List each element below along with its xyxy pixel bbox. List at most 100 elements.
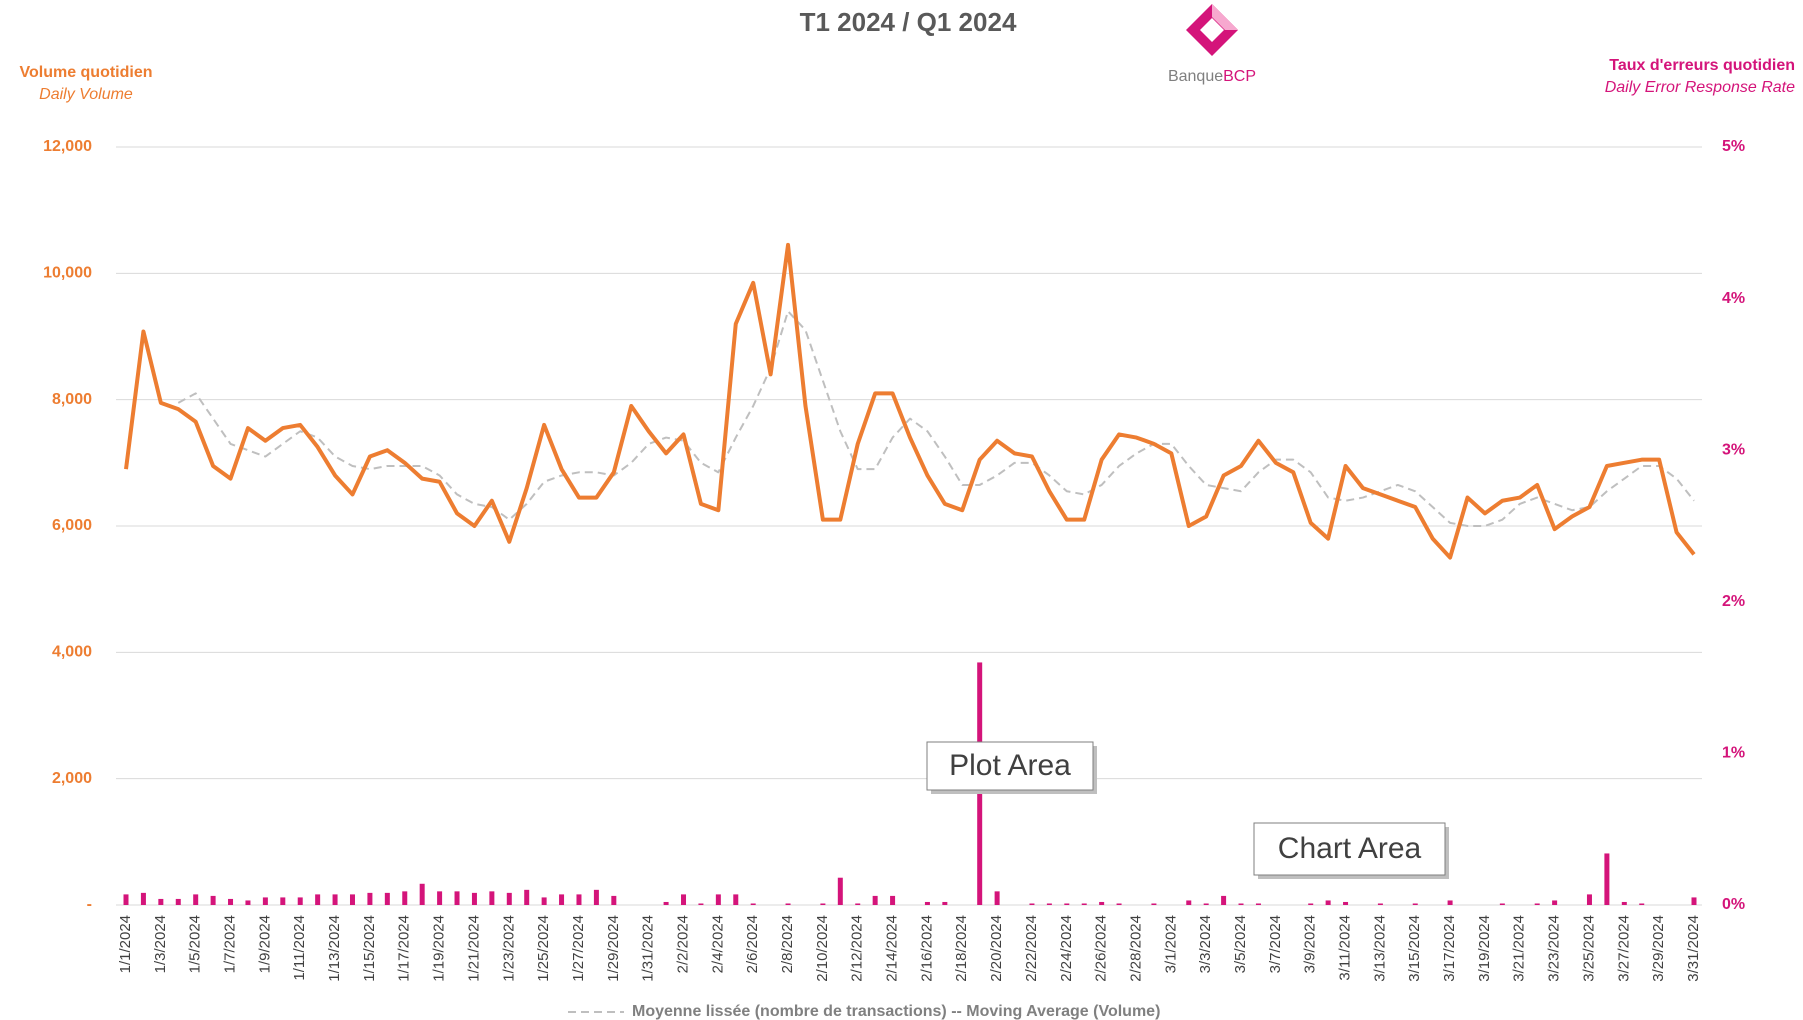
- error-bar: [1586, 894, 1592, 905]
- error-bar: [994, 891, 1000, 905]
- error-bar: [1325, 900, 1331, 905]
- x-tick-label: 3/13/2024: [1371, 915, 1388, 982]
- x-tick-label: 3/21/2024: [1511, 915, 1528, 982]
- legend-label: Moyenne lissée (nombre de transactions) …: [632, 1003, 1160, 1020]
- x-tick-label: 1/29/2024: [605, 915, 622, 982]
- logo-mark: [1212, 4, 1238, 30]
- error-bar: [1029, 903, 1035, 905]
- error-bar: [559, 894, 565, 905]
- y2-axis-subtitle: Daily Error Response Rate: [1605, 79, 1795, 96]
- x-tick-label: 2/20/2024: [988, 915, 1005, 982]
- y-tick-label: 2,000: [52, 770, 92, 787]
- error-bar: [750, 903, 756, 905]
- x-tick-label: 2/2/2024: [674, 915, 691, 973]
- x-tick-label: 3/15/2024: [1406, 915, 1423, 982]
- error-bar: [681, 894, 687, 905]
- error-bar: [733, 894, 739, 905]
- y-tick-label: 10,000: [43, 265, 92, 282]
- error-bar: [419, 883, 425, 905]
- error-bar: [942, 901, 948, 905]
- x-tick-label: 2/24/2024: [1058, 915, 1075, 982]
- annotation-box: [926, 741, 1094, 791]
- y-tick-label: 6,000: [52, 517, 92, 534]
- x-tick-label: 1/31/2024: [640, 915, 657, 982]
- y2-tick-label: 1%: [1722, 745, 1745, 762]
- x-tick-label: 2/14/2024: [884, 915, 901, 982]
- x-tick-label: 3/3/2024: [1197, 915, 1214, 973]
- volume-line: [124, 242, 1696, 560]
- x-tick-label: 2/18/2024: [953, 915, 970, 982]
- x-tick-label: 3/9/2024: [1302, 915, 1319, 973]
- x-tick-label: 2/28/2024: [1127, 915, 1144, 982]
- error-bar: [593, 889, 599, 905]
- error-bar: [437, 891, 443, 905]
- x-tick-label: 2/10/2024: [814, 915, 831, 982]
- error-bar: [1447, 900, 1453, 905]
- error-bar: [1238, 903, 1244, 905]
- error-bar: [1203, 903, 1209, 905]
- error-bar: [158, 898, 164, 905]
- error-bar: [193, 894, 199, 905]
- error-bar: [1621, 901, 1627, 905]
- x-tick-label: 1/9/2024: [256, 915, 273, 973]
- x-tick-label: 3/23/2024: [1546, 915, 1563, 982]
- error-bar: [820, 903, 826, 905]
- error-bar: [228, 898, 234, 905]
- error-bar: [1343, 901, 1349, 905]
- error-bar: [1151, 903, 1157, 905]
- x-tick-label: 2/4/2024: [709, 915, 726, 973]
- x-tick-label: 2/16/2024: [918, 915, 935, 982]
- x-tick-label: 2/6/2024: [744, 915, 761, 973]
- error-bar: [698, 903, 704, 905]
- x-tick-label: 3/5/2024: [1232, 915, 1249, 973]
- error-bar: [454, 891, 460, 905]
- error-bar: [402, 891, 408, 905]
- error-bar: [1099, 901, 1105, 905]
- x-tick-label: 2/22/2024: [1023, 915, 1040, 982]
- y2-tick-label: 5%: [1722, 138, 1745, 155]
- error-bar: [1499, 903, 1505, 905]
- logo-text: BanqueBCP: [1168, 68, 1256, 85]
- x-tick-label: 1/13/2024: [326, 915, 343, 982]
- x-tick-label: 2/26/2024: [1093, 915, 1110, 982]
- y-tick-label: -: [87, 896, 92, 913]
- error-bar: [576, 894, 582, 905]
- x-tick-label: 1/19/2024: [431, 915, 448, 982]
- logo: BanqueBCP: [1168, 4, 1256, 85]
- y-axis-title: Volume quotidien: [19, 64, 152, 81]
- error-bar: [315, 894, 321, 905]
- error-bar: [1064, 903, 1070, 905]
- x-tick-label: 1/25/2024: [535, 915, 552, 982]
- error-bar: [837, 877, 843, 905]
- annotation: Plot Area: [949, 749, 1071, 782]
- y2-axis-title: Taux d'erreurs quotidien: [1609, 57, 1795, 74]
- error-bar: [332, 894, 338, 905]
- error-bar: [280, 897, 286, 905]
- error-bar: [1221, 895, 1227, 905]
- error-bar: [611, 895, 617, 905]
- x-tick-label: 3/1/2024: [1162, 915, 1179, 973]
- x-tick-label: 3/29/2024: [1650, 915, 1667, 982]
- x-tick-label: 3/19/2024: [1476, 915, 1493, 982]
- y2-tick-label: 0%: [1722, 896, 1745, 913]
- x-tick-label: 3/27/2024: [1615, 915, 1632, 982]
- error-bar: [1691, 897, 1697, 905]
- error-bar: [1377, 903, 1383, 905]
- error-bar: [1604, 853, 1610, 905]
- x-tick-label: 1/15/2024: [361, 915, 378, 982]
- y-tick-label: 12,000: [43, 138, 92, 155]
- error-bar: [715, 894, 721, 905]
- error-bar: [1639, 903, 1645, 905]
- error-bar: [489, 891, 495, 905]
- error-bar: [123, 894, 129, 905]
- error-bar: [1552, 900, 1558, 905]
- error-bar: [1116, 903, 1122, 905]
- x-tick-label: 3/31/2024: [1685, 915, 1702, 982]
- error-bar: [855, 903, 861, 905]
- logo-accent: BCP: [1223, 68, 1256, 85]
- x-tick-label: 1/11/2024: [291, 915, 308, 981]
- error-bar: [1412, 903, 1418, 905]
- logo-name: Banque: [1168, 68, 1223, 85]
- error-bar: [890, 895, 896, 905]
- chart-title: T1 2024 / Q1 2024: [800, 7, 1017, 37]
